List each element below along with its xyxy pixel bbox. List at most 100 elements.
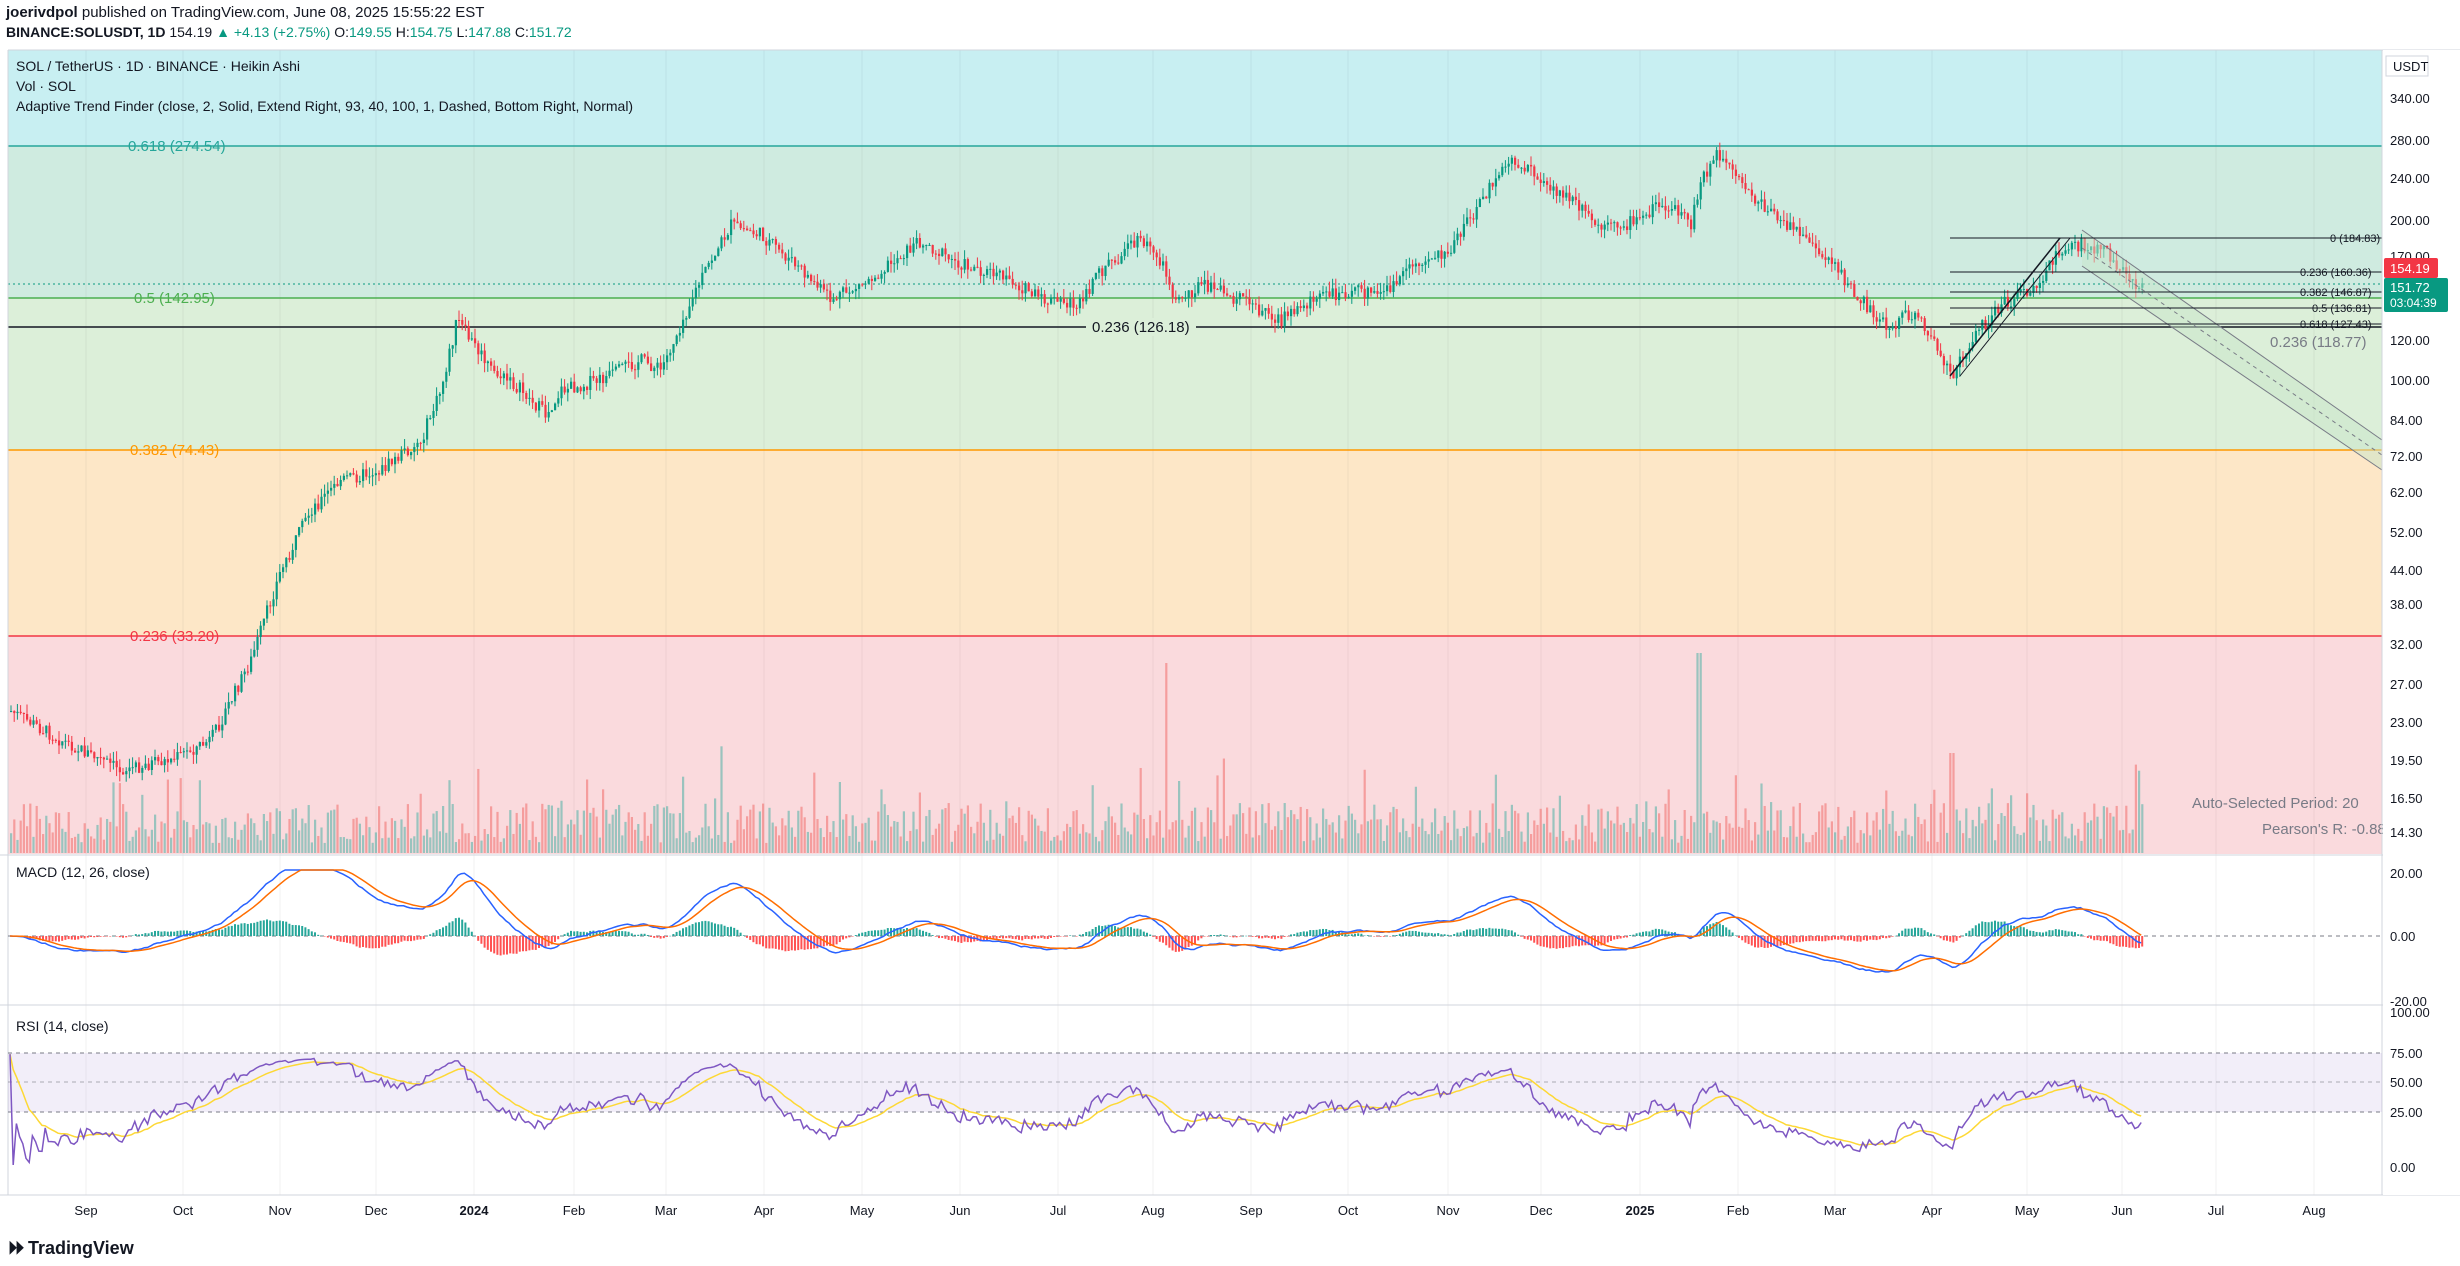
candle-body [1658, 202, 1661, 207]
macd-hist-bar [1395, 935, 1398, 936]
candle-body [1520, 167, 1523, 169]
candle-body [1408, 264, 1411, 269]
candle-body [992, 268, 995, 277]
vertical-grid [85, 50, 2315, 1195]
candle-body [1510, 157, 1513, 164]
volume-bar [1158, 810, 1161, 853]
candle-body [1238, 293, 1241, 300]
macd-hist-bar [1827, 936, 1830, 941]
candle-body [1174, 297, 1177, 300]
macd-hist-bar [1667, 931, 1670, 936]
macd-hist-bar [141, 934, 144, 936]
candle-body [1926, 331, 1929, 336]
volume-bar [291, 809, 294, 853]
macd-hist-bar [1434, 933, 1436, 936]
candle-body [1827, 257, 1830, 260]
candle-body [253, 649, 256, 657]
small-fib-0: 0 (184.83) [2330, 233, 2380, 245]
macd-legend[interactable]: MACD (12, 26, close) [16, 864, 150, 880]
candle-body [1040, 294, 1043, 297]
candle-body [1821, 254, 1824, 258]
macd-pane[interactable] [8, 869, 2382, 973]
rsi-pane[interactable] [8, 1052, 2382, 1166]
candle-body [1069, 298, 1072, 308]
volume-bar [970, 826, 973, 853]
volume-bar [368, 827, 371, 853]
volume-legend[interactable]: Vol · SOL [16, 78, 76, 94]
rsi-legend[interactable]: RSI (14, close) [16, 1018, 109, 1034]
candle-body [432, 410, 435, 418]
macd-hist-bar [1155, 936, 1158, 940]
macd-hist-bar [243, 923, 246, 936]
author-name[interactable]: joerivdpol [6, 4, 78, 21]
macd-hist-bar [1363, 935, 1366, 937]
macd-hist-bar [1642, 931, 1644, 936]
candle-body [1638, 217, 1641, 219]
candle-body [621, 363, 624, 365]
macd-hist-bar [298, 925, 300, 936]
volume-bar [963, 813, 966, 853]
candle-body [1853, 284, 1856, 297]
volume-bar [877, 811, 880, 853]
volume-bar [2029, 817, 2032, 853]
macd-hist-bar [2061, 930, 2064, 936]
candle-body [1002, 270, 1005, 280]
price-axis[interactable]: USDT 340.00280.00240.00200.00170.00140.0… [2383, 50, 2460, 1195]
macd-hist-bar [1894, 935, 1897, 937]
macd-hist-bar [1808, 936, 1811, 942]
candle-body [259, 625, 262, 637]
candle-body [1155, 252, 1158, 258]
candle-body [531, 397, 534, 403]
volume-bar [1494, 774, 1497, 853]
candle-body [131, 767, 134, 769]
volume-bar [317, 835, 320, 853]
volume-bar [2038, 840, 2041, 853]
volume-bar [624, 821, 627, 853]
candle-body [1341, 292, 1344, 294]
macd-hist-bar [931, 935, 934, 936]
candle-body [29, 719, 32, 725]
volume-bar [1674, 820, 1677, 853]
candle-body [541, 401, 544, 405]
volume-bar [704, 803, 707, 853]
volume-bar [2118, 830, 2121, 853]
volume-bar [1786, 837, 1789, 853]
volume-bar [1411, 823, 1414, 853]
candle-body [1354, 287, 1357, 291]
volume-bar [35, 805, 38, 853]
candle-body [1507, 163, 1510, 167]
macd-hist-bar [1021, 936, 1024, 941]
macd-hist-bar [832, 936, 835, 946]
macd-hist-bar [170, 931, 172, 936]
candle-body [202, 742, 205, 746]
time-axis[interactable]: Sep Oct Nov Dec 2024 Feb Mar Apr May Jun Jul Aug Sep… [74, 1203, 2325, 1218]
macd-hist-bar [1213, 935, 1216, 936]
candle-body [1648, 214, 1651, 218]
volume-bar [32, 836, 35, 853]
tradingview-logo[interactable]: ⏵⏵ TradingView [8, 1238, 134, 1259]
macd-hist-bar [1917, 927, 1920, 936]
indicator-legend[interactable]: Adaptive Trend Finder (close, 2, Solid, … [16, 98, 634, 114]
macd-hist-bar [877, 930, 880, 936]
symbol-title[interactable]: SOL / TetherUS · 1D · BINANCE · Heikin A… [16, 58, 300, 74]
candle-body [995, 272, 998, 277]
volume-bar [288, 818, 291, 853]
time-tick: Feb [1727, 1203, 1749, 1218]
chart-canvas[interactable]: 0.618 (274.54) 0.5 (142.95) 0.382 (74.43… [0, 0, 2460, 1228]
candle-body [1974, 330, 1977, 342]
candle-body [1549, 184, 1552, 191]
volume-bar [1037, 825, 1040, 853]
macd-hist-bar [883, 929, 886, 936]
volume-bar [1683, 809, 1686, 853]
volume-bar [1939, 812, 1942, 853]
candle-body [1610, 222, 1613, 224]
fib-retracement-tool[interactable]: 0 (184.83) 0.236 (160.36) 0.382 (146.87)… [1949, 233, 2382, 377]
volume-bar [1514, 810, 1517, 853]
macd-hist-bar [595, 931, 598, 936]
volume-bar [2058, 814, 2061, 853]
volume-bar [22, 804, 25, 853]
volume-bar [1146, 838, 1149, 853]
macd-hist-bar [1610, 936, 1612, 941]
candle-body [1434, 257, 1437, 259]
candle-body [464, 324, 467, 327]
